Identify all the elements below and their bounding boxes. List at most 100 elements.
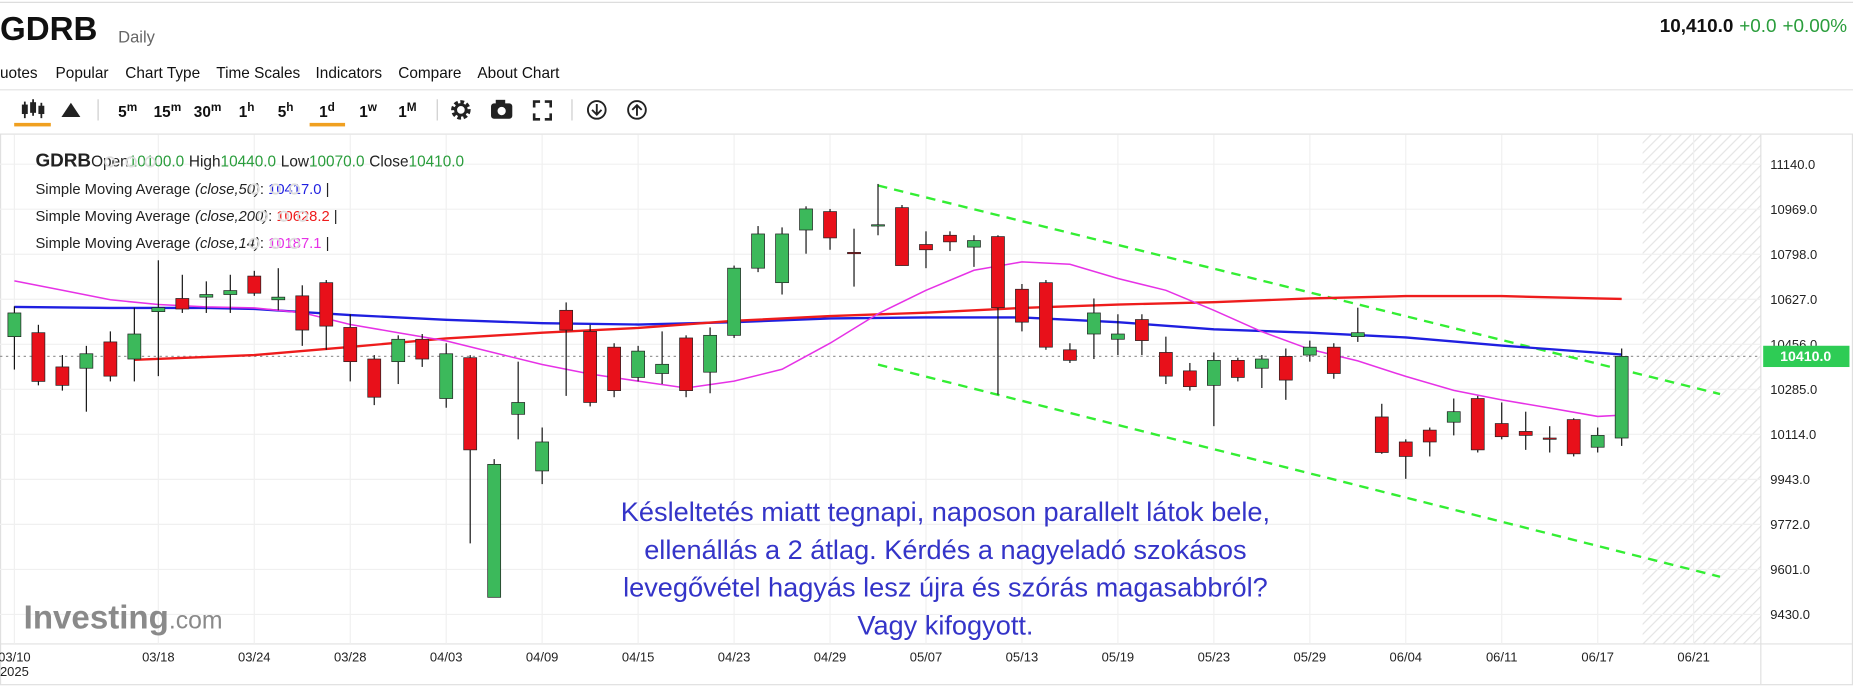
timescale-unit: m — [211, 100, 222, 114]
candle-body — [31, 332, 46, 382]
chart-frame — [0, 133, 1853, 686]
x-tick-label: 06/17 — [1581, 650, 1614, 665]
mountain-icon[interactable] — [61, 102, 81, 117]
candle-body — [1278, 356, 1293, 381]
upload-icon[interactable] — [627, 100, 647, 120]
candle-body — [1183, 370, 1197, 388]
legend-icon[interactable] — [296, 210, 309, 222]
timescale-button[interactable]: 5h — [278, 100, 294, 121]
timescale-unit: m — [171, 100, 182, 114]
fullscreen-icon[interactable] — [532, 100, 553, 121]
candle-body — [415, 338, 430, 360]
annotation-line: ellenállás a 2 átlag. Kérdés a nagyeladó… — [644, 534, 1246, 565]
timescale-button[interactable]: 5m — [118, 100, 137, 121]
candle-body — [1015, 288, 1029, 323]
candle-body — [727, 267, 741, 336]
timescale-number: 1 — [239, 104, 248, 121]
candle-body — [1470, 398, 1485, 451]
candle-body — [895, 207, 909, 266]
grid: 11140.010969.010798.010627.010456.010285… — [0, 134, 1817, 679]
timescale-button[interactable]: 30m — [194, 100, 222, 121]
candle-body — [847, 252, 861, 255]
legend-icon[interactable] — [248, 183, 260, 195]
timescale-button[interactable]: 15m — [154, 100, 182, 121]
candle-body — [559, 309, 574, 331]
settings-icon[interactable] — [451, 100, 471, 120]
legend-ma-value: 10417.0 — [268, 182, 321, 198]
legend-ma-params: (close,14) — [195, 236, 260, 252]
x-tick-label: 03/10 — [0, 650, 31, 665]
menu-item[interactable]: Compare — [398, 65, 461, 82]
y-tick-label: 9430.0 — [1770, 607, 1810, 622]
x-tick-label: 05/13 — [1006, 650, 1039, 665]
x-tick-label: 05/29 — [1294, 650, 1327, 665]
change-pct: +0.00% — [1782, 16, 1847, 37]
legend-icon[interactable] — [269, 237, 282, 250]
camera-icon[interactable] — [491, 99, 513, 119]
legend-icon[interactable] — [256, 210, 269, 222]
candle-body — [1566, 419, 1581, 455]
legend-icon[interactable] — [125, 156, 137, 168]
x-tick-label: 05/07 — [910, 650, 943, 665]
interval: Daily — [118, 28, 155, 47]
legend-field-label: Close — [369, 154, 408, 171]
timescale-button[interactable]: 1h — [239, 100, 255, 121]
timescale-button[interactable]: 1M — [398, 100, 417, 121]
candle-body — [511, 402, 526, 415]
symbol: GDRB — [0, 11, 97, 48]
legend-icon[interactable] — [288, 183, 300, 195]
candle-body — [535, 441, 550, 472]
download-icon[interactable] — [586, 100, 607, 120]
timescale-button[interactable]: 1w — [359, 100, 378, 121]
timescale-unit: m — [127, 100, 138, 114]
candle-body — [799, 208, 813, 231]
candle-body — [1350, 332, 1365, 338]
legend-ma: Simple Moving Average (close,200): 10628.… — [35, 209, 337, 225]
timescale-number: 5 — [278, 104, 287, 121]
candles-icon[interactable] — [21, 99, 45, 119]
legend-ma-value: 10628.2 — [276, 209, 329, 225]
legend-icon[interactable] — [248, 237, 260, 250]
menu-item[interactable]: About Chart — [477, 65, 560, 82]
plot: 10410.0 — [0, 183, 1850, 598]
candle-body — [1614, 356, 1629, 439]
timescale-unit: h — [286, 100, 293, 114]
candle-body — [703, 334, 717, 373]
legend-field-value: 10070.0 — [309, 154, 365, 171]
legend-icon[interactable] — [144, 156, 156, 168]
y-tick-label: 10285.0 — [1770, 382, 1817, 397]
menu-item[interactable]: Chart Type — [125, 65, 200, 82]
menu-item[interactable]: Time Scales — [216, 65, 300, 82]
timescale-unit: w — [367, 100, 378, 114]
candle-body — [79, 353, 94, 369]
candle-body — [919, 244, 933, 251]
legend-icon[interactable] — [288, 237, 300, 250]
candle-body — [55, 366, 70, 386]
candle-body — [391, 338, 406, 363]
candle-body — [463, 357, 478, 451]
x-tick-label: 06/11 — [1486, 650, 1518, 665]
x-tick-label: 06/21 — [1677, 650, 1710, 665]
candle-body — [655, 363, 669, 374]
x-tick-label: 04/29 — [814, 650, 847, 665]
active-underline — [309, 122, 346, 127]
candle-body — [223, 290, 238, 295]
x-tick-label: 04/09 — [526, 650, 559, 665]
menu-item[interactable]: uotes — [0, 65, 38, 82]
x-tick-label: 03/28 — [334, 650, 367, 665]
candle-body — [343, 327, 358, 363]
annotation-line: Késleltetés miatt tegnapi, naposon paral… — [621, 496, 1270, 527]
candle-body — [151, 307, 166, 312]
timescale-button[interactable]: 1d — [319, 100, 335, 121]
legend-icon[interactable] — [278, 210, 290, 222]
legend-icon[interactable] — [269, 183, 282, 195]
candle-body — [679, 337, 693, 391]
toolbar — [14, 99, 647, 127]
candle-body — [823, 211, 837, 239]
menu-item[interactable]: Indicators — [316, 65, 383, 82]
menu-item[interactable]: Popular — [56, 65, 109, 82]
x-tick-label: 04/03 — [430, 650, 463, 665]
legend-icon[interactable] — [104, 156, 116, 168]
annotation-line: Vagy kifogyott. — [857, 609, 1033, 640]
